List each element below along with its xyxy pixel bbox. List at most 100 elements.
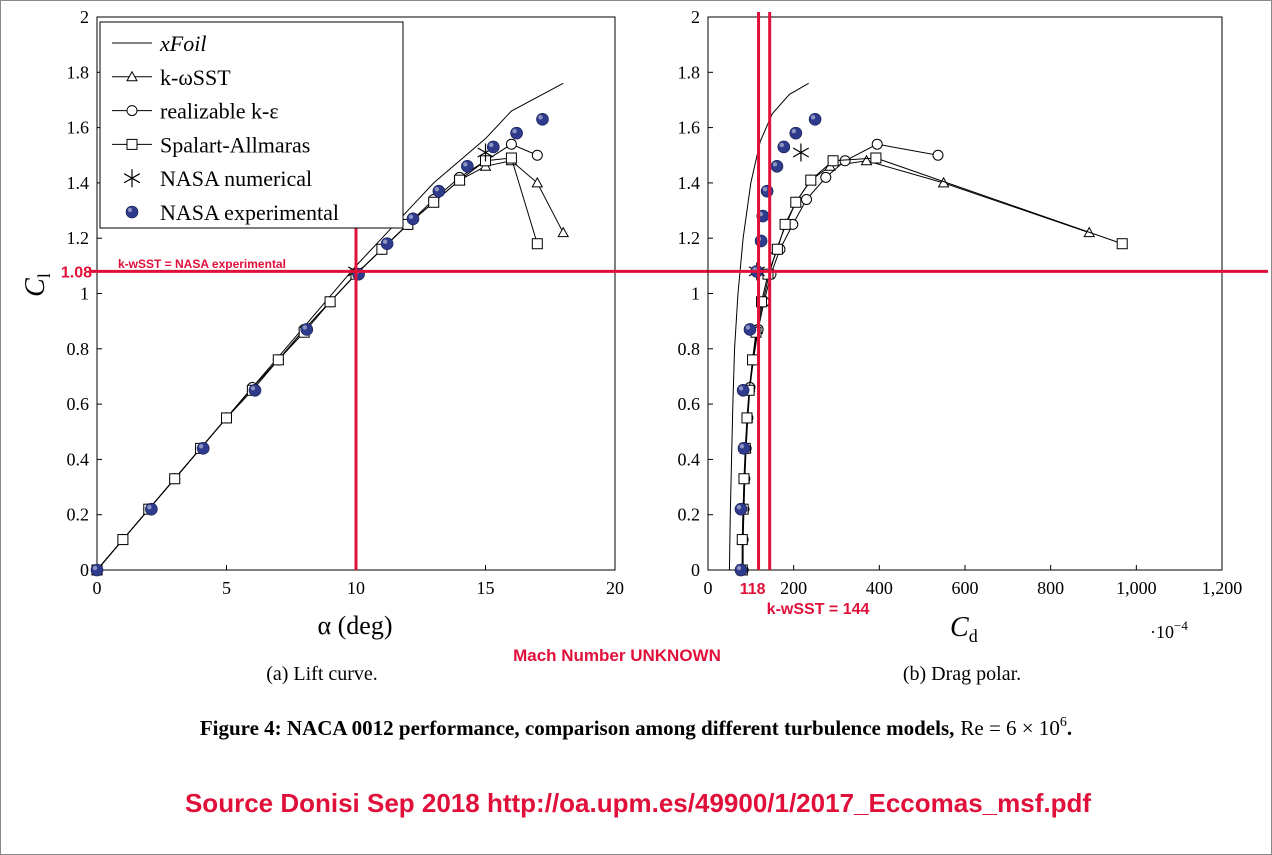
data-point <box>871 138 883 150</box>
x-tick-label: 800 <box>1037 578 1064 598</box>
marker-shape <box>779 218 791 230</box>
marker-shape <box>126 70 138 82</box>
data-point <box>756 296 768 308</box>
marker-shape <box>531 176 544 188</box>
data-point <box>737 442 751 455</box>
legend-label: Spalart-Allmaras <box>160 132 310 157</box>
caption-text: Figure 4: NACA 0012 performance, compari… <box>200 716 955 740</box>
marker-shape <box>870 152 882 164</box>
data-point <box>792 143 810 162</box>
legend-entry: k-ωSST <box>112 65 231 90</box>
data-point <box>805 174 817 186</box>
marker-highlight <box>302 325 307 330</box>
marker-highlight <box>408 214 414 220</box>
reference-label: 1.08 <box>61 264 92 281</box>
y-tick-label: 0.6 <box>67 394 90 414</box>
data-point <box>827 155 839 167</box>
x-tick-label: 1,200 <box>1202 578 1243 598</box>
x-tick-label: 5 <box>222 578 231 598</box>
marker-shape <box>145 502 158 516</box>
marker-shape <box>743 323 757 336</box>
data-point <box>762 268 774 280</box>
marker-shape <box>557 226 570 238</box>
data-point <box>461 160 474 173</box>
legend-entry: NASA numerical <box>123 166 312 191</box>
marker-shape <box>762 268 774 280</box>
data-point <box>738 473 750 485</box>
reference-label: 118 <box>740 581 766 598</box>
marker-shape <box>169 473 181 485</box>
marker-shape <box>771 243 783 255</box>
data-point <box>90 563 104 577</box>
marker-highlight <box>791 128 797 134</box>
legend-entry: realizable k-ε <box>112 99 279 124</box>
y-label-main: C <box>20 278 51 297</box>
data-point <box>531 238 543 250</box>
x-tick-label: 200 <box>780 578 807 598</box>
marker-shape <box>789 126 803 140</box>
marker-shape <box>1116 238 1128 250</box>
marker-shape <box>272 354 284 366</box>
data-point <box>196 442 210 455</box>
data-point <box>557 226 570 238</box>
data-point <box>760 184 774 198</box>
marker-shape <box>760 184 774 198</box>
data-point <box>477 143 494 162</box>
subtitle-b: (b) Drag polar. <box>903 663 1021 685</box>
legend-label: realizable k-ε <box>160 99 279 124</box>
marker-highlight <box>738 386 744 391</box>
data-point <box>754 234 768 248</box>
marker-shape <box>737 442 751 455</box>
data-point <box>145 502 158 516</box>
data-point <box>820 171 832 183</box>
x-tick-label: 1,000 <box>1116 578 1157 598</box>
caption-end: . <box>1067 716 1072 740</box>
y-label-sub: l <box>34 273 54 278</box>
marker-shape <box>486 140 500 154</box>
marker-shape <box>505 152 517 164</box>
data-point <box>454 174 466 186</box>
legend-entry: Spalart-Allmaras <box>112 132 310 157</box>
marker-highlight <box>382 239 388 244</box>
x-tick-label: 15 <box>477 578 495 598</box>
marker-shape <box>324 296 336 308</box>
data-point <box>770 160 784 173</box>
y-tick-label: 2 <box>691 7 700 27</box>
marker-shape <box>839 155 851 167</box>
data-point <box>324 296 336 308</box>
y-tick-label: 0.6 <box>678 394 701 414</box>
marker-shape <box>756 296 768 308</box>
marker-shape <box>505 138 517 150</box>
data-point <box>801 193 813 205</box>
data-point <box>536 113 549 126</box>
x-tick-label: 10 <box>347 578 365 598</box>
marker-highlight <box>147 504 152 510</box>
data-point <box>932 149 944 161</box>
data-point <box>734 563 748 577</box>
marker-highlight <box>762 186 768 192</box>
y-tick-label: 1.4 <box>67 173 90 193</box>
series-line <box>728 82 809 571</box>
y-tick-label: 1.6 <box>678 118 701 138</box>
marker-shape <box>406 212 420 226</box>
x-tick-label: 20 <box>606 578 624 598</box>
x-tick-label: 400 <box>866 578 893 598</box>
marker-shape <box>300 323 314 336</box>
data-point <box>221 412 232 424</box>
data-point <box>380 237 394 251</box>
marker-shape <box>932 149 944 161</box>
data-point <box>531 149 543 161</box>
marker-shape <box>738 473 750 485</box>
y-tick-label: 1.4 <box>678 173 701 193</box>
marker-shape <box>380 237 394 251</box>
marker-shape <box>790 196 802 208</box>
y-tick-label: 1.2 <box>67 228 90 248</box>
y-tick-label: 1.6 <box>67 118 90 138</box>
y-tick-label: 0.8 <box>678 339 701 359</box>
note: Mach Number UNKNOWN <box>513 646 721 665</box>
marker-highlight <box>512 128 517 134</box>
marker-highlight <box>736 565 742 571</box>
caption-re-exp: 6 <box>1060 715 1067 730</box>
y-tick-label: 2 <box>80 7 89 27</box>
marker-shape <box>801 193 813 205</box>
